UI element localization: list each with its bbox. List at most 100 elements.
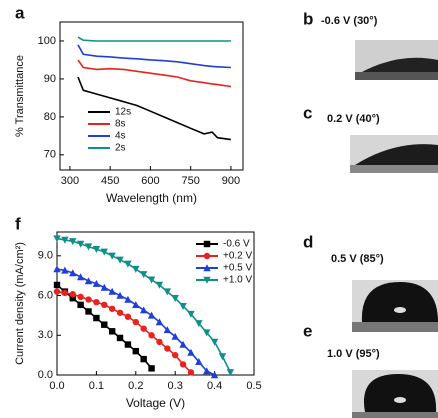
legend-label: +1.0 V (223, 275, 253, 286)
marker (203, 367, 211, 375)
marker (179, 340, 187, 348)
marker (203, 276, 211, 284)
marker (92, 279, 101, 287)
marker (69, 291, 76, 298)
marker (85, 296, 92, 303)
y-axis-label: % Transmittance (14, 55, 26, 137)
x-tick-label: 900 (222, 175, 240, 187)
y-tick-label: 3.0 (38, 329, 53, 341)
marker (148, 332, 155, 339)
marker (210, 338, 219, 346)
droplet-label: -0.6 V (30°) (321, 15, 378, 27)
marker (69, 269, 77, 277)
marker (203, 252, 211, 260)
series-line (77, 76, 232, 141)
panel-letter: a (15, 3, 25, 22)
x-tick-label: 0.0 (49, 380, 64, 392)
marker (155, 318, 164, 326)
droplet-label: 0.5 V (85°) (331, 253, 384, 265)
marker (148, 365, 155, 372)
marker (53, 281, 61, 289)
x-tick-label: 600 (141, 175, 159, 187)
marker (163, 326, 172, 334)
marker (139, 271, 148, 279)
x-tick-label: 0.1 (89, 380, 104, 392)
y-tick-label: 80 (44, 111, 56, 123)
y-tick-label: 0.0 (38, 369, 53, 381)
marker (93, 298, 100, 306)
x-axis-label: Wavelength (nm) (106, 191, 197, 205)
marker (108, 287, 116, 295)
plot-frame (59, 21, 244, 171)
panel-letter: c (303, 103, 312, 122)
droplet (355, 144, 438, 165)
marker (84, 277, 93, 285)
marker (92, 246, 101, 254)
marker (116, 256, 124, 264)
marker (172, 351, 179, 359)
reflection (394, 397, 406, 403)
legend-label: +0.5 V (223, 263, 253, 274)
marker (195, 320, 203, 328)
marker (163, 288, 172, 296)
y-axis-label: Current density (mA/cm²) (14, 242, 26, 365)
marker (124, 341, 132, 348)
y-tick-label: 9.0 (38, 250, 53, 262)
marker (61, 236, 69, 244)
marker (226, 369, 235, 377)
marker (93, 314, 100, 322)
series-line (77, 36, 231, 42)
marker (132, 301, 140, 309)
marker (116, 334, 124, 342)
marker (101, 321, 108, 328)
panel-letter: b (303, 9, 313, 28)
marker (61, 266, 69, 274)
marker (116, 291, 124, 299)
marker (124, 260, 132, 268)
marker (179, 302, 187, 310)
substrate (352, 322, 438, 332)
droplet-photos (350, 40, 438, 418)
series-line (77, 44, 231, 69)
marker (53, 265, 61, 273)
marker (203, 264, 211, 272)
marker (108, 305, 116, 312)
x-tick-label: 300 (61, 175, 79, 187)
marker (116, 309, 124, 316)
marker (203, 240, 211, 248)
marker (171, 295, 179, 303)
marker (76, 273, 85, 281)
marker (139, 306, 148, 314)
marker (218, 353, 227, 361)
x-tick-label: 0.5 (246, 380, 261, 392)
x-tick-label: 450 (101, 175, 119, 187)
droplet (361, 282, 438, 322)
droplet (362, 57, 438, 72)
panel-letter: d (303, 232, 313, 251)
legend-label: 8s (115, 119, 126, 130)
x-tick-label: 750 (181, 175, 199, 187)
panel-letter: e (303, 321, 312, 340)
marker (156, 338, 163, 346)
droplet (363, 374, 437, 412)
x-axis-label: Voltage (V) (126, 396, 185, 410)
marker (85, 308, 92, 315)
marker (187, 348, 195, 356)
marker (203, 329, 211, 337)
x-tick-label: 0.3 (168, 380, 183, 392)
marker (179, 361, 187, 368)
marker (108, 328, 116, 335)
marker (108, 252, 116, 260)
y-tick-label: 90 (44, 73, 56, 85)
marker (140, 325, 147, 332)
marker (100, 248, 108, 256)
marker (147, 276, 156, 284)
panel-letter: f (15, 214, 21, 233)
marker (171, 332, 179, 340)
legend-label: 2s (115, 143, 126, 154)
substrate (350, 165, 438, 173)
marker (77, 301, 84, 309)
marker (53, 288, 61, 295)
marker (132, 347, 139, 355)
